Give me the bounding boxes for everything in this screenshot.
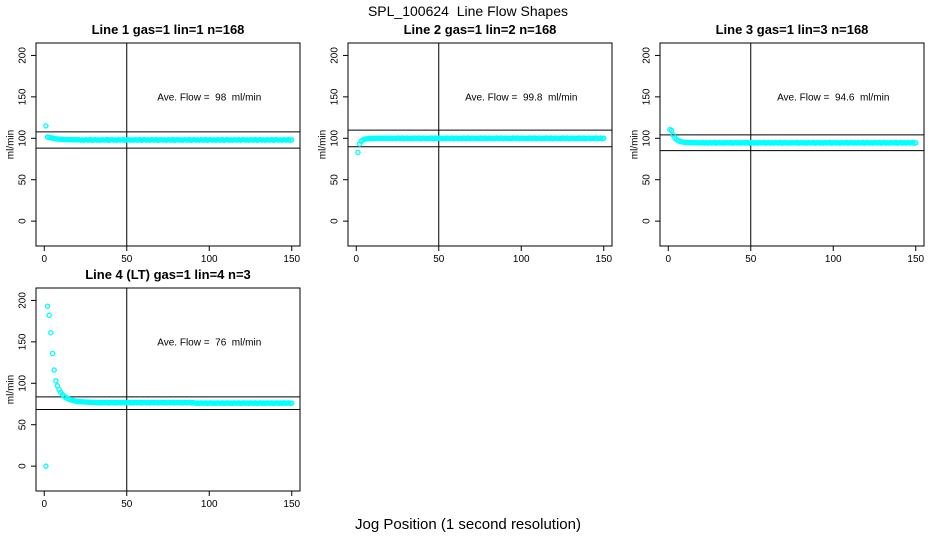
- y-tick-label: 0: [330, 218, 341, 224]
- panel-title: Line 1 gas=1 lin=1 n=168: [92, 22, 245, 37]
- data-point: [355, 149, 361, 156]
- data-point: [51, 367, 57, 373]
- y-tick-label: 100: [18, 130, 29, 147]
- y-tick-label: 100: [330, 130, 341, 147]
- y-tick-label: 200: [18, 292, 29, 309]
- y-tick-label: 150: [18, 333, 29, 350]
- data-point: [288, 400, 295, 406]
- y-axis-label: ml/min: [318, 130, 329, 159]
- y-tick-label: 0: [18, 463, 29, 469]
- x-tick-label: 150: [907, 254, 924, 265]
- y-tick-label: 200: [330, 47, 341, 64]
- data-point: [46, 312, 52, 319]
- data-point: [600, 135, 607, 141]
- x-tick-label: 50: [121, 254, 133, 265]
- y-tick-label: 50: [642, 174, 653, 186]
- plot-box: [659, 42, 925, 247]
- plot-box: [35, 287, 301, 492]
- x-tick-label: 100: [201, 254, 218, 265]
- x-tick-label: 150: [283, 499, 300, 510]
- x-tick-label: 100: [201, 499, 218, 510]
- data-point: [912, 140, 919, 146]
- ave-flow-annotation: Ave. Flow = 76 ml/min: [157, 337, 261, 348]
- y-axis-label: ml/min: [630, 130, 641, 159]
- data-point: [53, 378, 59, 384]
- y-tick-label: 150: [330, 88, 341, 105]
- y-tick-label: 150: [642, 88, 653, 105]
- panel-2-plot: 0 50 100 150 0 50 100 150 200 ml/min Line 2 gas=1 …: [318, 22, 613, 265]
- y-tick-label: 200: [18, 47, 29, 64]
- data-point: [43, 123, 49, 129]
- y-tick-label: 50: [330, 174, 341, 186]
- data-point: [288, 137, 295, 143]
- x-tick-label: 0: [353, 254, 359, 265]
- panels-grid: 0 50 100 150 0 50 100 150 200 ml/min Line 1 gas=1 …: [0, 20, 936, 510]
- panel-title: Line 4 (LT) gas=1 lin=4 n=3: [85, 267, 251, 282]
- y-tick-label: 100: [18, 375, 29, 392]
- data-point: [48, 329, 54, 336]
- y-tick-label: 50: [18, 419, 29, 431]
- x-tick-label: 150: [283, 254, 300, 265]
- ave-flow-annotation: Ave. Flow = 99.8 ml/min: [465, 92, 577, 103]
- x-tick-label: 150: [595, 254, 612, 265]
- x-tick-label: 0: [41, 254, 47, 265]
- x-tick-label: 50: [745, 254, 757, 265]
- x-tick-label: 0: [665, 254, 671, 265]
- y-tick-label: 50: [18, 174, 29, 186]
- panel-title: Line 3 gas=1 lin=3 n=168: [716, 22, 869, 37]
- y-tick-label: 200: [642, 47, 653, 64]
- y-tick-label: 150: [18, 88, 29, 105]
- x-tick-label: 100: [513, 254, 530, 265]
- y-tick-label: 0: [18, 218, 29, 224]
- plot-box: [35, 42, 301, 247]
- data-point: [668, 127, 675, 134]
- data-point: [49, 350, 56, 357]
- x-tick-label: 50: [433, 254, 445, 265]
- panel-title: Line 2 gas=1 lin=2 n=168: [404, 22, 557, 37]
- y-axis-label: ml/min: [6, 375, 17, 404]
- panel-4-plot: 0 50 100 150 0 50 100 150 200 ml/min Line 4 (LT) g…: [6, 267, 301, 510]
- y-tick-label: 0: [642, 218, 653, 224]
- figure-title: SPL_100624 Line Flow Shapes: [367, 3, 569, 19]
- panel-3-plot: 0 50 100 150 0 50 100 150 200 ml/min Line 3 gas=1 …: [630, 22, 925, 265]
- data-point: [44, 303, 51, 309]
- x-tick-label: 50: [121, 499, 133, 510]
- data-point: [43, 463, 49, 469]
- ave-flow-annotation: Ave. Flow = 98 ml/min: [157, 92, 261, 103]
- x-tick-label: 0: [41, 499, 47, 510]
- panel-1-plot: 0 50 100 150 0 50 100 150 200 ml/min Line 1 gas=1 …: [6, 22, 301, 265]
- x-tick-label: 100: [825, 254, 842, 265]
- y-axis-label: ml/min: [6, 130, 17, 159]
- y-tick-label: 100: [642, 130, 653, 147]
- figure-x-axis-label: Jog Position (1 second resolution): [355, 516, 581, 533]
- ave-flow-annotation: Ave. Flow = 94.6 ml/min: [777, 92, 889, 103]
- plot-box: [347, 42, 613, 247]
